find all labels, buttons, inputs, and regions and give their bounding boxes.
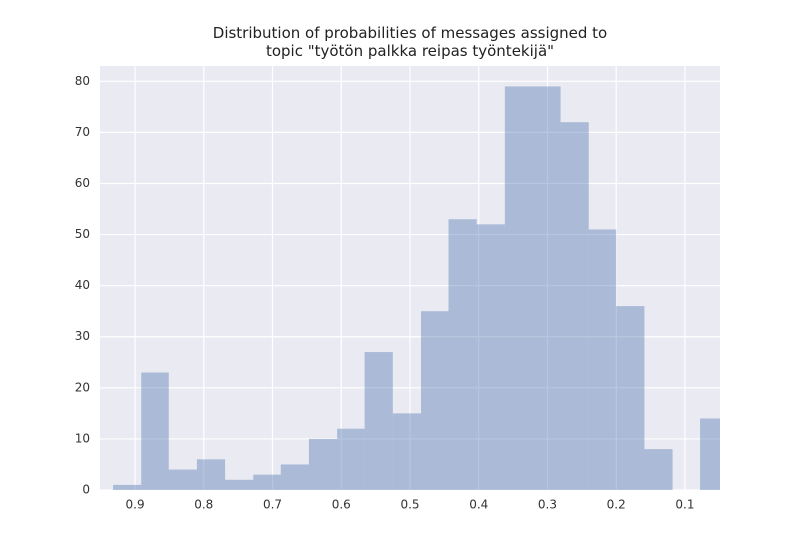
bar xyxy=(420,311,449,490)
bar xyxy=(476,224,505,490)
x-tick-label: 0.3 xyxy=(538,498,557,512)
y-tick-label: 80 xyxy=(75,74,90,88)
y-tick-label: 60 xyxy=(75,176,90,190)
bar xyxy=(504,86,533,490)
x-tick-label: 0.5 xyxy=(400,498,419,512)
bar xyxy=(644,449,673,490)
chart-title: Distribution of probabilities of message… xyxy=(212,24,608,60)
y-tick-label: 40 xyxy=(75,278,90,292)
bar xyxy=(168,469,197,490)
bar xyxy=(560,122,589,490)
bar xyxy=(225,479,254,490)
bar xyxy=(196,459,226,490)
x-tick-label: 0.7 xyxy=(263,498,282,512)
y-tick-label: 20 xyxy=(75,380,90,394)
x-tick-label: 0.6 xyxy=(332,498,351,512)
bar xyxy=(253,474,281,490)
bar xyxy=(588,229,617,490)
bar xyxy=(337,428,365,490)
bar xyxy=(141,372,169,490)
bar xyxy=(448,219,477,490)
bar xyxy=(364,352,393,490)
x-tick-label: 0.1 xyxy=(675,498,694,512)
bar xyxy=(532,86,561,490)
x-tick-label: 0.2 xyxy=(607,498,626,512)
bar xyxy=(113,484,142,490)
x-tick-label: 0.9 xyxy=(126,498,145,512)
x-tick-label: 0.4 xyxy=(469,498,488,512)
bar xyxy=(616,306,645,490)
y-tick-label: 70 xyxy=(75,125,90,139)
y-tick-label: 30 xyxy=(75,329,90,343)
bar xyxy=(308,438,338,490)
bar xyxy=(700,418,720,490)
bar xyxy=(392,413,421,490)
bar xyxy=(280,464,309,490)
y-tick-label: 0 xyxy=(82,483,90,497)
x-tick-label: 0.8 xyxy=(194,498,213,512)
y-tick-label: 10 xyxy=(75,431,90,445)
y-tick-label: 50 xyxy=(75,227,90,241)
